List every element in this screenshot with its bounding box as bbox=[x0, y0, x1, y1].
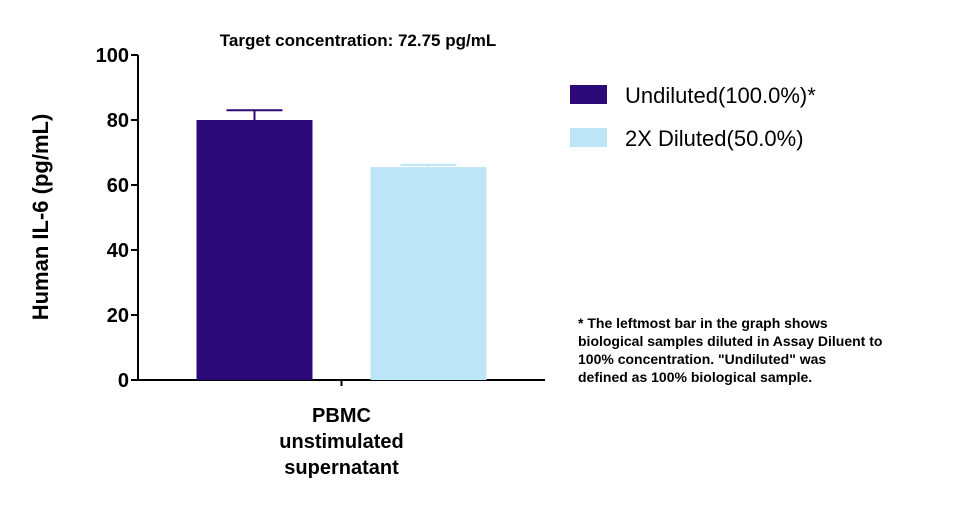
footnote: 100% concentration. "Undiluted" was bbox=[578, 351, 826, 367]
x-tick-label: PBMC unstimulated supernatant bbox=[279, 405, 403, 479]
footnote: defined as 100% biological sample. bbox=[578, 369, 812, 385]
footnote: * The leftmost bar in the graph shows bbox=[578, 315, 828, 331]
y-tick-label: 60 bbox=[107, 175, 129, 197]
y-axis-label: Human IL-6 (pg/mL) bbox=[28, 114, 53, 321]
y-tick-label: 40 bbox=[107, 240, 129, 262]
y-tick-label: 80 bbox=[107, 110, 129, 132]
legend-label: 2X Diluted(50.0%) bbox=[625, 126, 804, 151]
legend-swatch bbox=[570, 85, 607, 104]
footnote: biological samples diluted in Assay Dilu… bbox=[578, 333, 882, 349]
legend-label: Undiluted(100.0%)* bbox=[625, 83, 816, 108]
y-tick-label: 0 bbox=[118, 370, 129, 392]
y-tick-label: 20 bbox=[107, 305, 129, 327]
y-tick-label: 100 bbox=[96, 45, 129, 67]
bar bbox=[370, 167, 487, 380]
chart-title: Target concentration: 72.75 pg/mL bbox=[220, 31, 496, 50]
legend-swatch bbox=[570, 128, 607, 147]
bar bbox=[196, 120, 313, 380]
